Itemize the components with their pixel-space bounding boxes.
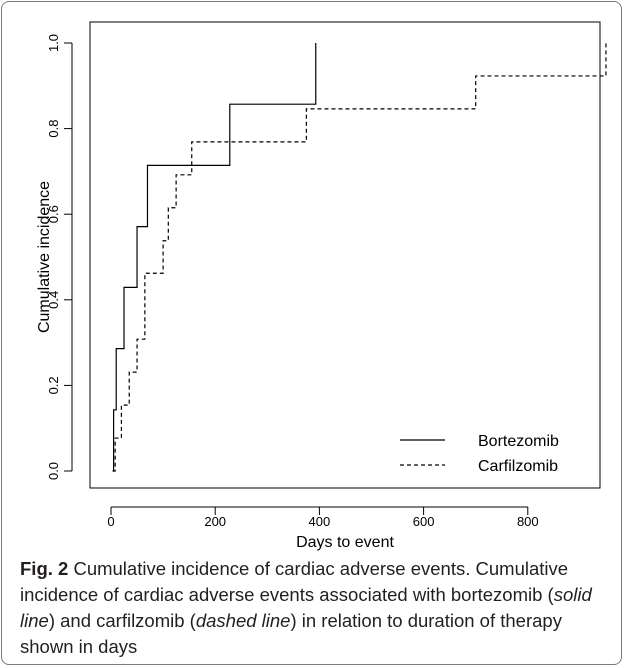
- caption-part: Cumulative incidence of cardiac adverse …: [20, 558, 569, 605]
- caption-text: Cumulative incidence of cardiac adverse …: [20, 558, 592, 657]
- x-tick-label: 0: [107, 514, 114, 529]
- legend-label: Bortezomib: [478, 433, 559, 450]
- x-tick-label: 600: [413, 514, 435, 529]
- legend-label: Carfilzomib: [478, 458, 558, 475]
- plot-area-border: [89, 21, 601, 489]
- y-tick-label: 0.0: [46, 462, 61, 480]
- x-tick-label: 400: [309, 514, 331, 529]
- caption-part: ) in relation to duration of therapy sho…: [20, 610, 562, 657]
- y-tick-label: 0.8: [46, 120, 61, 138]
- y-tick-label: 0.6: [46, 205, 61, 223]
- figure-label: Fig. 2: [20, 558, 69, 579]
- y-axis-label: Cumulative incidence: [36, 181, 53, 333]
- figure-caption: Fig. 2 Cumulative incidence of cardiac a…: [20, 556, 610, 660]
- caption-part: solid line: [20, 584, 592, 631]
- series-line-carfilzomib: [112, 43, 607, 472]
- caption-part: ) and carfilzomib (: [48, 610, 196, 631]
- x-tick-label: 800: [517, 514, 539, 529]
- x-tick-label: 200: [204, 514, 226, 529]
- cumulative-incidence-chart: 0 200 400 600 800 Days to event 0.0 0.2 0.4 0.6 0.…: [36, 21, 607, 551]
- caption-part: dashed line: [195, 610, 291, 631]
- x-axis-label: Days to event: [296, 534, 394, 551]
- y-tick-label: 0.4: [46, 291, 61, 309]
- y-tick-label: 0.2: [46, 376, 61, 394]
- y-tick-label: 1.0: [46, 34, 61, 52]
- series-line-bortezomib: [112, 43, 317, 472]
